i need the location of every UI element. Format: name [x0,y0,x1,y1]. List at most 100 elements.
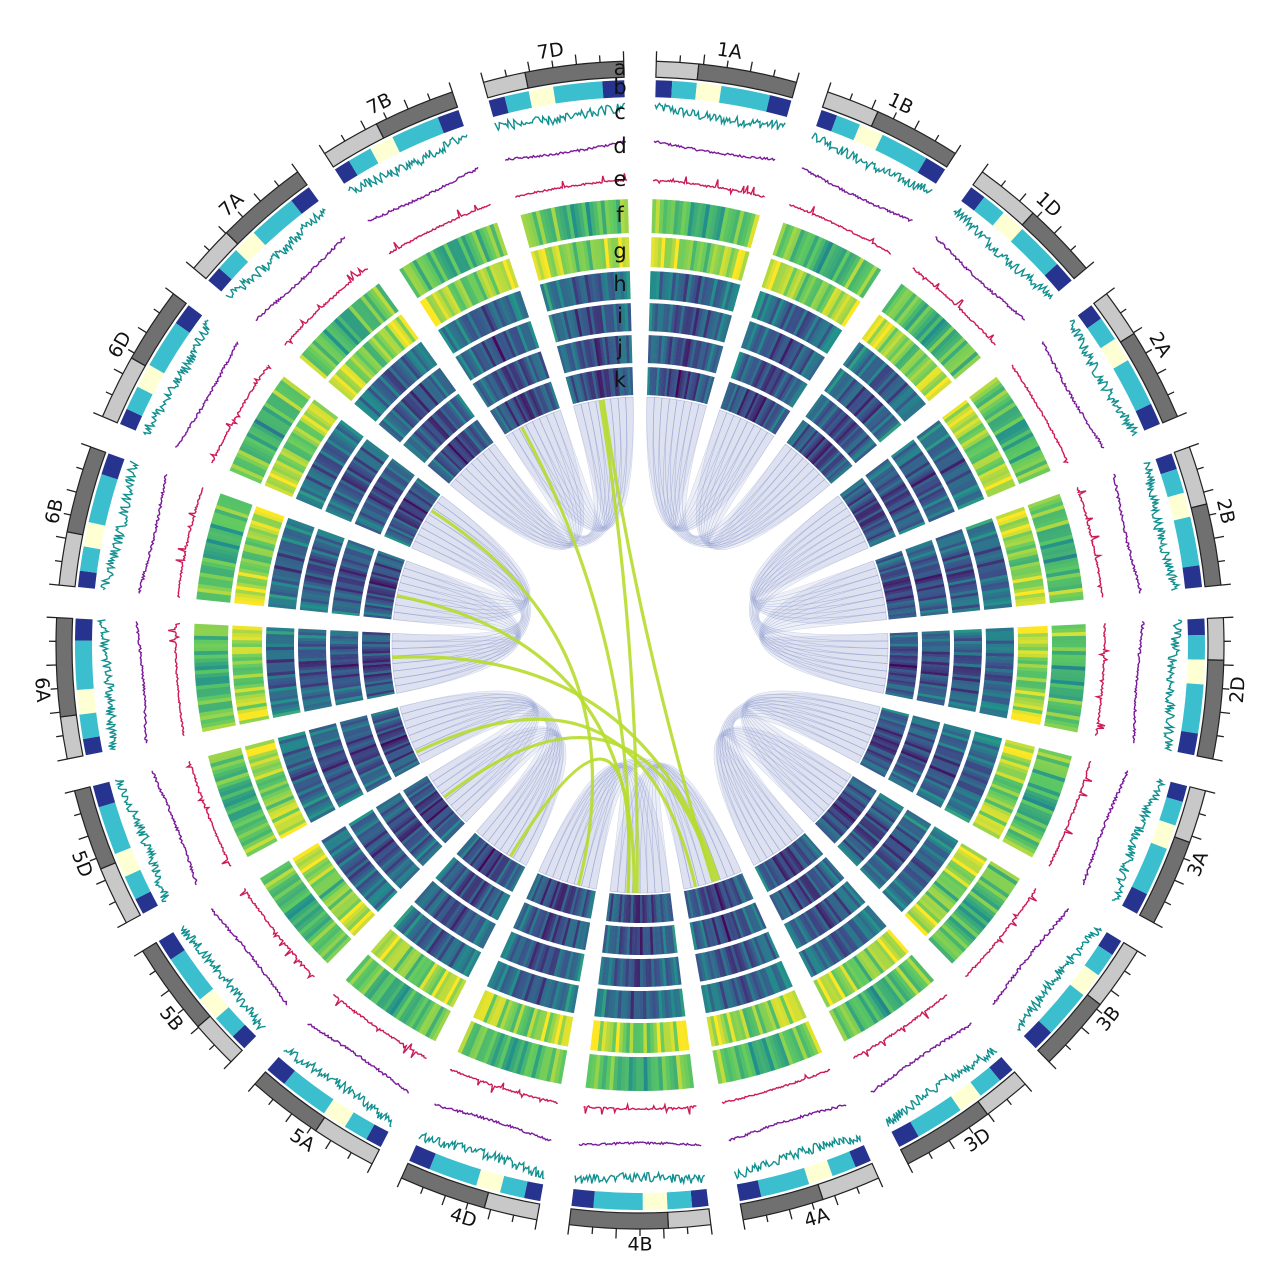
ideogram-tick [186,262,194,268]
heatmap-g-2D [1011,626,1048,725]
ideogram-tick [1066,1045,1071,1050]
ideogram-tick [248,1084,255,1092]
compartment-block [667,1191,693,1210]
heatmap-bin [640,1023,644,1053]
compartment-block [75,619,93,641]
ideogram-tick [512,1215,514,1222]
heatmap-bin [640,895,643,923]
compartment-block [78,571,97,589]
track-d-line-5D [152,771,196,885]
heatmap-g-6A [232,626,269,725]
heatmap-h-6A [266,627,301,718]
heatmap-bin [1052,643,1086,647]
heatmap-bin [636,991,640,1019]
ideogram-tick [1125,971,1131,975]
chromosome-label: 4D [447,1203,479,1232]
ideogram-tick [57,759,67,761]
heatmap-bin [232,647,262,651]
chromosome-label: 6D [104,328,136,362]
ideogram-tick [292,164,298,172]
heatmap-bin [298,646,326,649]
ideogram-tick [592,1227,593,1234]
compartment-block [1159,797,1183,825]
track-letter-j: j [616,336,623,360]
heatmap-bin [643,1057,648,1091]
heatmap-j-4B [602,925,678,955]
ideogram-tick [1054,226,1061,233]
track-e-line-7D [516,173,628,197]
ideogram-tick [56,736,63,737]
track-d-line-6A [136,621,147,743]
ideogram-tick [397,1178,401,1187]
track-d-line-2D [1133,621,1144,743]
chromosome-label: 7D [536,38,566,64]
ideogram-tick [935,135,939,141]
ideogram-tick [165,288,173,294]
ideogram-tick [1217,736,1224,737]
ideogram-tick [1175,880,1184,884]
heatmap-f-6A [194,624,236,732]
ideogram-tick [150,971,156,975]
ideogram-tick [1020,194,1026,202]
ideogram-tick [81,444,90,447]
heatmap-bin [986,644,1014,648]
ideogram-tick [93,413,102,417]
ideogram-tick [1081,1027,1089,1034]
track-letter-k: k [614,368,627,392]
ideogram-tick [1189,444,1198,447]
ideogram-tick [65,791,75,793]
ideogram-tick [949,1140,954,1148]
ideogram-tick [1107,288,1115,294]
ideogram-tick [138,327,146,332]
track-d-line-3B [993,909,1069,1005]
track-d-line-5B [211,909,287,1005]
ideogram-tick [915,121,920,130]
ideogram-tick [1111,990,1119,996]
heatmap-bin [330,644,358,647]
ideogram-tick [209,1045,214,1050]
track-d-line-4B [579,1142,701,1146]
ideogram-tick [74,814,81,816]
ideogram-tick [1086,262,1094,268]
compartment-block [1181,683,1203,733]
ideogram-tick [341,135,345,141]
ideogram-tick [1192,836,1201,839]
ideogram-tick [96,880,105,884]
track-e-line-1A [653,177,765,197]
heatmap-bin [362,644,390,647]
ideogram-tick [404,100,408,109]
ideogram-tick [568,1225,569,1235]
ideogram-tick [1001,181,1005,187]
heatmap-bin [642,959,645,987]
track-d-line-4A [729,1105,846,1140]
ideogram-short-arm [656,61,699,80]
track-d-line-2B [1114,474,1141,593]
ideogram-tick [704,55,705,65]
ideogram-tick [575,55,576,65]
compartment-block [655,80,672,98]
heatmap-k-2D [885,632,918,700]
track-c-line-4B [575,1173,705,1184]
ideogram-tick [828,82,831,91]
ideogram-tick [1197,467,1204,469]
heatmap-k-6A [362,632,395,700]
heatmap-bin [890,642,918,645]
ideogram-tick [106,392,112,395]
heatmap-g-4B [590,1020,689,1053]
ideogram-tick [488,1210,491,1220]
heatmap-bin [954,641,982,644]
track-e-line-2D [1096,623,1109,736]
ideogram-short-arm [1207,618,1224,661]
ideogram-tick [750,62,752,72]
ideogram-tick [1213,759,1223,761]
heatmap-j-1A [648,335,723,373]
compartment-block [1161,469,1184,497]
compartment-block [1177,731,1198,755]
compartment-block [737,1180,762,1201]
chromosome-label: 2D [1226,676,1250,704]
ideogram-tick [109,902,115,905]
ideogram-tick [348,1153,351,1159]
ideogram-tick [76,467,83,469]
track-letter-h: h [613,272,626,296]
ideogram-tick [929,1153,932,1159]
